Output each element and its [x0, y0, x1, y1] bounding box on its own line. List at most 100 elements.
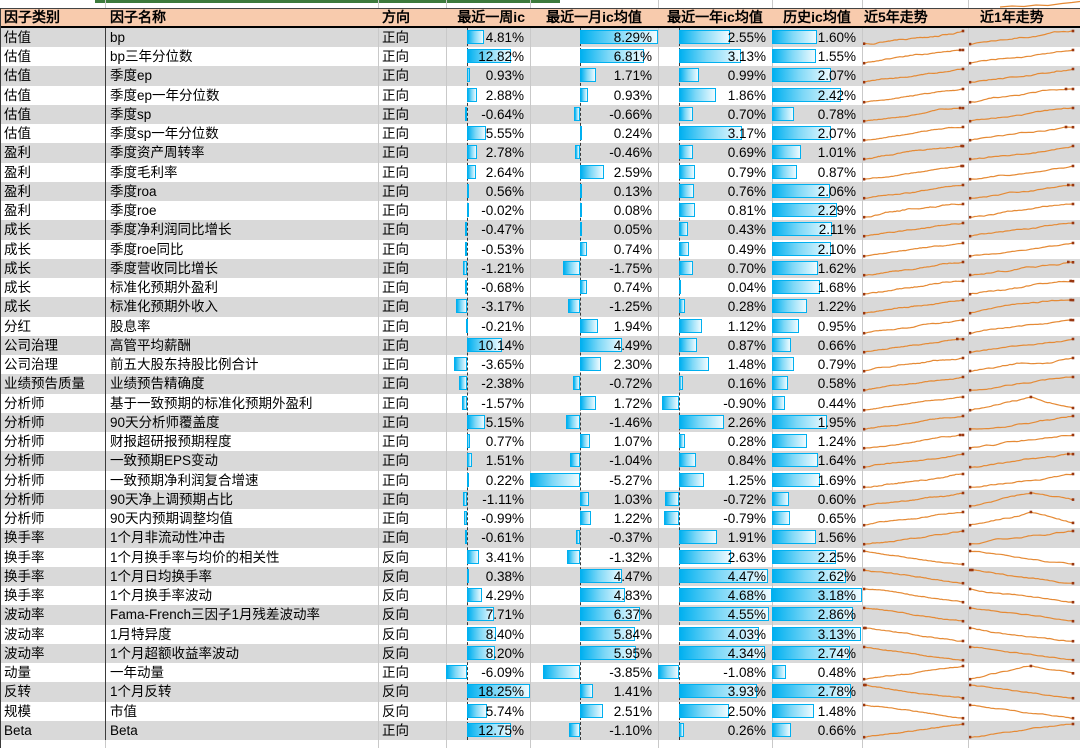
cell-factor-name[interactable]: 前五大股东持股比例合计: [110, 357, 259, 373]
cell-spark-1y[interactable]: [968, 124, 1080, 143]
cell-spark-5y[interactable]: [862, 201, 968, 220]
cell-direction[interactable]: 正向: [382, 145, 409, 161]
cell-factor-category[interactable]: 成长: [4, 241, 31, 257]
cell-year-ic[interactable]: 4.55%: [658, 605, 772, 624]
cell-week-ic[interactable]: 0.93%: [446, 66, 530, 85]
cell-year-ic[interactable]: 0.99%: [658, 66, 772, 85]
cell-direction[interactable]: 正向: [382, 106, 409, 122]
cell-week-ic[interactable]: 2.88%: [446, 86, 530, 105]
cell-month-ic[interactable]: 2.59%: [530, 163, 658, 182]
cell-spark-5y[interactable]: [862, 220, 968, 239]
cell-spark-1y[interactable]: [968, 586, 1080, 605]
cell-factor-name[interactable]: 季度净利润同比增长: [110, 222, 232, 238]
cell-week-ic[interactable]: 0.38%: [446, 567, 530, 586]
cell-factor-name[interactable]: 90天净上调预期占比: [110, 491, 234, 507]
cell-direction[interactable]: 正向: [382, 376, 409, 392]
cell-year-ic[interactable]: 1.12%: [658, 317, 772, 336]
cell-factor-category[interactable]: 分红: [4, 318, 31, 334]
cell-week-ic[interactable]: -2.38%: [446, 374, 530, 393]
cell-direction[interactable]: 正向: [382, 337, 409, 353]
cell-factor-category[interactable]: 换手率: [4, 549, 45, 565]
cell-factor-name[interactable]: 市值: [110, 703, 137, 719]
cell-factor-name[interactable]: 一致预期净利润复合增速: [110, 472, 259, 488]
cell-spark-1y[interactable]: [968, 374, 1080, 393]
cell-factor-name[interactable]: 90天分析师覆盖度: [110, 414, 220, 430]
cell-month-ic[interactable]: -1.25%: [530, 297, 658, 316]
cell-week-ic[interactable]: -0.53%: [446, 240, 530, 259]
cell-factor-name[interactable]: 90天内预期调整均值: [110, 511, 234, 527]
cell-week-ic[interactable]: -0.99%: [446, 509, 530, 528]
cell-factor-name[interactable]: 标准化预期外盈利: [110, 280, 218, 296]
cell-direction[interactable]: 正向: [382, 665, 409, 681]
cell-spark-1y[interactable]: [968, 182, 1080, 201]
cell-factor-category[interactable]: 成长: [4, 222, 31, 238]
cell-spark-5y[interactable]: [862, 702, 968, 721]
cell-spark-1y[interactable]: [968, 66, 1080, 85]
cell-week-ic[interactable]: 1.51%: [446, 451, 530, 470]
cell-direction[interactable]: 反向: [382, 684, 409, 700]
cell-spark-1y[interactable]: [968, 605, 1080, 624]
cell-year-ic[interactable]: 0.26%: [658, 721, 772, 740]
cell-hist-ic[interactable]: 2.11%: [772, 220, 862, 239]
cell-factor-category[interactable]: 估值: [4, 126, 31, 142]
cell-spark-5y[interactable]: [862, 374, 968, 393]
cell-direction[interactable]: 正向: [382, 453, 409, 469]
cell-hist-ic[interactable]: 1.95%: [772, 413, 862, 432]
cell-month-ic[interactable]: 1.94%: [530, 317, 658, 336]
cell-spark-5y[interactable]: [862, 451, 968, 470]
cell-week-ic[interactable]: -0.47%: [446, 220, 530, 239]
cell-factor-category[interactable]: 换手率: [4, 568, 45, 584]
cell-factor-name[interactable]: 财报超研报预期程度: [110, 434, 232, 450]
cell-month-ic[interactable]: 1.41%: [530, 682, 658, 701]
cell-year-ic[interactable]: 0.49%: [658, 240, 772, 259]
cell-factor-name[interactable]: 1个月非流动性冲击: [110, 530, 226, 546]
cell-factor-category[interactable]: 分析师: [4, 511, 45, 527]
cell-direction[interactable]: 反向: [382, 703, 409, 719]
cell-factor-category[interactable]: 动量: [4, 665, 31, 681]
cell-spark-1y[interactable]: [968, 663, 1080, 682]
cell-month-ic[interactable]: -1.10%: [530, 721, 658, 740]
cell-hist-ic[interactable]: 1.62%: [772, 259, 862, 278]
cell-hist-ic[interactable]: 0.66%: [772, 336, 862, 355]
cell-hist-ic[interactable]: 1.55%: [772, 47, 862, 66]
cell-factor-category[interactable]: 公司治理: [4, 337, 58, 353]
cell-month-ic[interactable]: 6.37%: [530, 605, 658, 624]
cell-factor-category[interactable]: 规模: [4, 703, 31, 719]
cell-direction[interactable]: 正向: [382, 530, 409, 546]
cell-month-ic[interactable]: -1.46%: [530, 413, 658, 432]
cell-year-ic[interactable]: 1.86%: [658, 86, 772, 105]
cell-factor-category[interactable]: 成长: [4, 299, 31, 315]
cell-factor-name[interactable]: bp: [110, 30, 126, 45]
cell-direction[interactable]: 正向: [382, 68, 409, 84]
cell-week-ic[interactable]: 0.77%: [446, 432, 530, 451]
cell-month-ic[interactable]: -0.72%: [530, 374, 658, 393]
cell-direction[interactable]: 正向: [382, 491, 409, 507]
cell-spark-5y[interactable]: [862, 471, 968, 490]
cell-spark-1y[interactable]: [968, 721, 1080, 740]
cell-week-ic[interactable]: 0.22%: [446, 471, 530, 490]
cell-hist-ic[interactable]: 1.68%: [772, 278, 862, 297]
cell-hist-ic[interactable]: 2.74%: [772, 644, 862, 663]
cell-year-ic[interactable]: -0.72%: [658, 490, 772, 509]
header-cell-1[interactable]: 因子名称: [110, 9, 166, 25]
cell-spark-5y[interactable]: [862, 567, 968, 586]
cell-hist-ic[interactable]: 0.95%: [772, 317, 862, 336]
cell-direction[interactable]: 反向: [382, 588, 409, 604]
cell-year-ic[interactable]: 0.69%: [658, 143, 772, 162]
cell-spark-5y[interactable]: [862, 413, 968, 432]
cell-direction[interactable]: 正向: [382, 164, 409, 180]
header-cell-5[interactable]: 最近一年ic均值: [667, 9, 763, 25]
cell-year-ic[interactable]: -1.08%: [658, 663, 772, 682]
cell-week-ic[interactable]: 18.25%: [446, 682, 530, 701]
cell-factor-category[interactable]: 公司治理: [4, 357, 58, 373]
cell-month-ic[interactable]: 0.13%: [530, 182, 658, 201]
cell-spark-5y[interactable]: [862, 644, 968, 663]
cell-spark-1y[interactable]: [968, 451, 1080, 470]
cell-spark-1y[interactable]: [968, 47, 1080, 66]
cell-month-ic[interactable]: 4.47%: [530, 567, 658, 586]
cell-direction[interactable]: 反向: [382, 568, 409, 584]
cell-factor-name[interactable]: 季度roe同比: [110, 241, 184, 257]
cell-direction[interactable]: 反向: [382, 626, 409, 642]
cell-factor-name[interactable]: 季度资产周转率: [110, 145, 205, 161]
cell-direction[interactable]: 正向: [382, 260, 409, 276]
